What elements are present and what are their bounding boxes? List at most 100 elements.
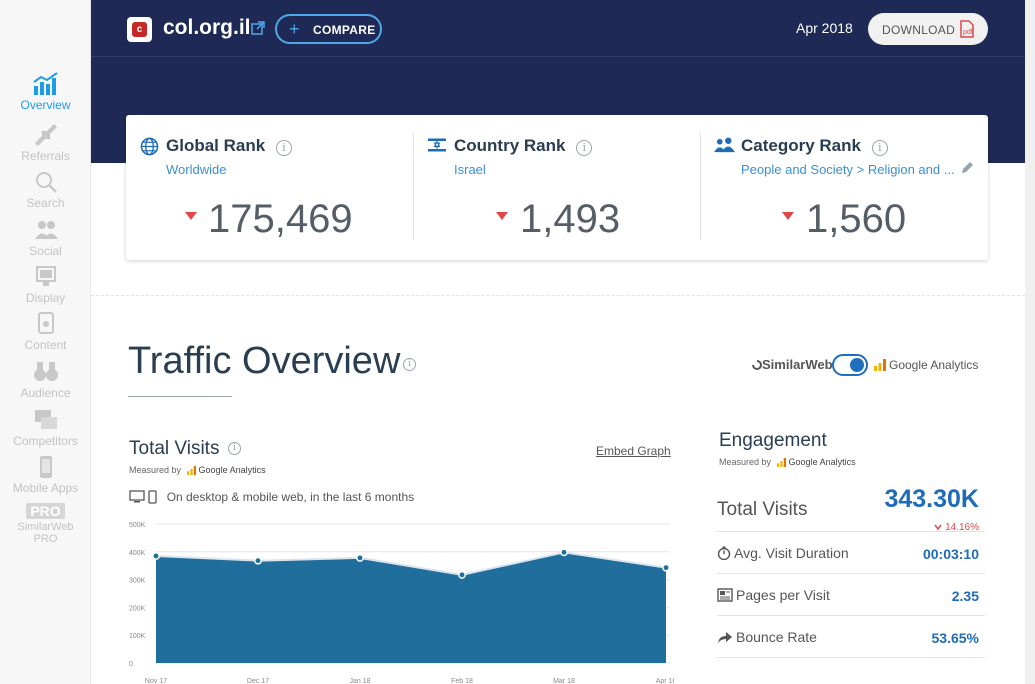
- people-icon: [714, 137, 735, 153]
- date-label[interactable]: Apr 2018: [796, 20, 853, 36]
- sidebar-item-overview[interactable]: Overview: [0, 72, 91, 112]
- sidebar-item-audience[interactable]: Audience: [0, 360, 91, 400]
- measured-by-label: Measured by: [129, 465, 182, 475]
- x-tick-label: Jan 18: [349, 678, 370, 684]
- israel-flag-icon: [428, 137, 446, 153]
- country-rank-title: Country Rank: [454, 136, 566, 155]
- sidebar-item-label: Audience: [20, 386, 71, 400]
- engagement-row-label: Avg. Visit Duration: [717, 545, 849, 561]
- google-analytics-label: Google Analytics: [889, 358, 979, 372]
- sidebar-item-label: Overview: [20, 98, 71, 112]
- pages-icon: [717, 588, 733, 602]
- global-rank: Global Rank i Worldwide 175,469: [126, 115, 413, 260]
- binoculars-icon: [33, 362, 58, 381]
- device-note-text: On desktop & mobile web, in the last 6 m…: [166, 490, 415, 504]
- avg-visit-duration-label: Avg. Visit Duration: [734, 545, 849, 561]
- country-name[interactable]: Israel: [454, 162, 486, 177]
- sidebar-item-social[interactable]: Social: [0, 218, 91, 258]
- decline-arrow-icon: [782, 212, 794, 220]
- mobile-icon: [148, 490, 157, 504]
- plus-icon: +: [289, 19, 300, 39]
- data-point: [254, 556, 262, 565]
- measured-by: Measured by Google Analytics: [719, 457, 856, 467]
- bounce-rate-value: 53.65%: [931, 630, 979, 646]
- sidebar-item-referrals[interactable]: Referrals: [0, 123, 91, 163]
- x-tick-label: Feb 18: [451, 678, 473, 684]
- total-visits-change-value: 14.16%: [945, 522, 979, 533]
- google-analytics-icon: [186, 466, 196, 475]
- pro-badge: PRO: [26, 503, 65, 519]
- scrollbar[interactable]: [1025, 0, 1035, 684]
- stopwatch-icon: [717, 546, 731, 560]
- engagement-title: Engagement: [719, 430, 827, 451]
- similarweb-logo: SimilarWeb: [752, 357, 833, 372]
- sidebar-item-content[interactable]: Content: [0, 312, 91, 352]
- data-point: [458, 570, 466, 579]
- total-visits-value: 343.30K: [884, 485, 979, 513]
- sidebar-item-mobile-apps[interactable]: Mobile Apps: [0, 455, 91, 495]
- pro-label-line1: SimilarWeb: [17, 521, 74, 533]
- similarweb-label: SimilarWeb: [762, 357, 833, 372]
- site-favicon: c: [127, 17, 152, 42]
- sidebar-item-competitors[interactable]: Competitors: [0, 408, 91, 448]
- info-icon[interactable]: i: [871, 140, 888, 156]
- pro-label-line2: PRO: [33, 533, 58, 545]
- category-rank-title: Category Rank: [741, 136, 861, 155]
- y-tick-label: 500K: [129, 522, 146, 529]
- download-button[interactable]: DOWNLOAD pdf: [868, 13, 988, 45]
- sidebar-item-display[interactable]: Display: [0, 265, 91, 305]
- sidebar-item-label: Competitors: [13, 434, 78, 448]
- decline-arrow-icon: [185, 212, 197, 220]
- measured-by-source: Google Analytics: [788, 457, 856, 467]
- info-icon[interactable]: i: [576, 140, 593, 156]
- pencil-edit-icon[interactable]: [960, 161, 974, 175]
- data-point: [356, 553, 364, 562]
- download-label: DOWNLOAD: [882, 23, 956, 37]
- rank-divider: [413, 133, 700, 240]
- bounce-rate-label: Bounce Rate: [736, 629, 817, 645]
- embed-graph-link[interactable]: Embed Graph: [596, 444, 671, 458]
- decline-arrow-icon: [496, 212, 508, 220]
- y-tick-label: 400K: [129, 550, 146, 557]
- total-visits-chart[interactable]: 500K 400K 300K 200K 100K 0 Nov 17 Dec 17 Jan 18 F…: [129, 516, 674, 684]
- compare-button[interactable]: + COMPARE: [275, 14, 382, 44]
- similarweb-icon: [752, 360, 762, 370]
- info-icon[interactable]: i: [228, 442, 241, 455]
- x-tick-label: Mar 18: [553, 678, 575, 684]
- y-tick-label: 100K: [129, 633, 146, 640]
- engagement-total-visits: Total Visits 343.30K 14.16%: [717, 480, 985, 533]
- sidebar-item-pro[interactable]: PRO SimilarWeb PRO: [0, 503, 91, 545]
- pages-per-visit-value: 2.35: [951, 588, 979, 604]
- sidebar-item-label: Search: [26, 196, 65, 210]
- info-icon[interactable]: i: [275, 140, 292, 156]
- measured-by: Measured by Google Analytics: [129, 465, 266, 475]
- category-name[interactable]: People and Society > Religion and ...: [741, 162, 955, 177]
- visits-line: [155, 551, 667, 576]
- sidebar-item-label: Referrals: [21, 149, 70, 163]
- header-bar: c col.org.il + COMPARE Apr 2018 DOWNLOAD…: [91, 0, 1025, 57]
- content-icon: [37, 312, 54, 334]
- engagement-row: Avg. Visit Duration 00:03:10: [717, 532, 985, 574]
- country-rank: Country Rank i Israel 1,493: [413, 115, 700, 260]
- engagement-row: Pages per Visit 2.35: [717, 574, 985, 616]
- external-link-icon[interactable]: [251, 21, 265, 35]
- sidebar-item-search[interactable]: Search: [0, 170, 91, 210]
- google-analytics-logo: Google Analytics: [874, 358, 978, 372]
- bar-chart-icon: [32, 72, 58, 95]
- people-icon: [34, 221, 58, 239]
- total-visits-label: Total Visits: [717, 499, 808, 520]
- desktop-icon: [129, 490, 145, 503]
- toggle-switch[interactable]: [832, 354, 868, 376]
- x-tick-label: Dec 17: [247, 678, 269, 684]
- device-note: On desktop & mobile web, in the last 6 m…: [129, 490, 414, 504]
- y-tick-label: 300K: [129, 578, 146, 585]
- arrows-icon: [34, 124, 57, 146]
- category-rank-value: 1,560: [806, 197, 907, 241]
- google-analytics-icon: [776, 458, 786, 467]
- title-underline: [128, 396, 232, 397]
- data-point: [152, 552, 160, 560]
- globe-icon: [140, 137, 159, 156]
- engagement-row: Bounce Rate 53.65%: [717, 616, 985, 658]
- rank-card: Global Rank i Worldwide 175,469 Country …: [126, 115, 988, 260]
- info-icon[interactable]: i: [403, 358, 416, 371]
